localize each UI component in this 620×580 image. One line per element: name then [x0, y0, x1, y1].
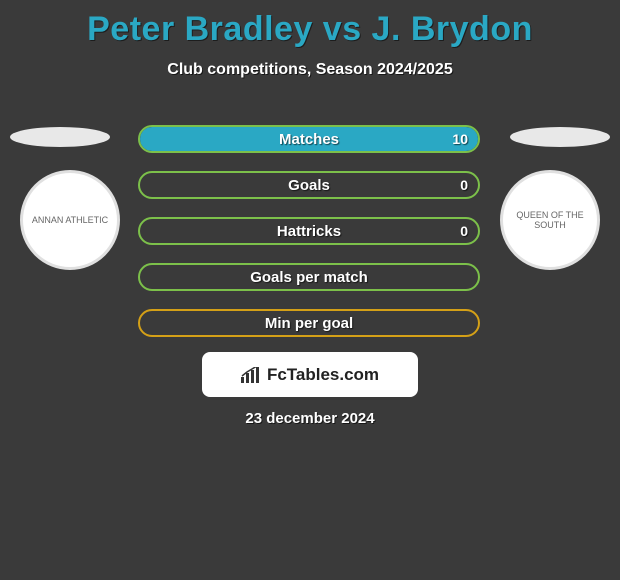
club-badge-left: ANNAN ATHLETIC — [20, 170, 120, 270]
stat-bar-value: 10 — [452, 127, 468, 151]
avatar-left-placeholder — [10, 127, 110, 147]
stat-bar: Matches10 — [138, 125, 480, 153]
stat-bar-label: Min per goal — [140, 311, 478, 335]
stat-bar-label: Hattricks — [140, 219, 478, 243]
stat-bar-value: 0 — [460, 219, 468, 243]
fctables-logo: FcTables.com — [202, 352, 418, 397]
stat-bar-label: Goals per match — [140, 265, 478, 289]
club-left-label: ANNAN ATHLETIC — [23, 173, 117, 267]
stat-bar-label: Matches — [140, 127, 478, 151]
date-text: 23 december 2024 — [0, 410, 620, 427]
stat-bar-label: Goals — [140, 173, 478, 197]
club-right-label: QUEEN OF THE SOUTH — [503, 173, 597, 267]
stats-bars: Matches10Goals0Hattricks0Goals per match… — [138, 125, 480, 355]
page-title: Peter Bradley vs J. Brydon — [0, 0, 620, 49]
chart-icon — [241, 367, 261, 383]
avatar-right-placeholder — [510, 127, 610, 147]
club-badge-right: QUEEN OF THE SOUTH — [500, 170, 600, 270]
stat-bar: Goals0 — [138, 171, 480, 199]
stat-bar-value: 0 — [460, 173, 468, 197]
logo-text: FcTables.com — [267, 365, 379, 385]
stat-bar: Min per goal — [138, 309, 480, 337]
stat-bar: Hattricks0 — [138, 217, 480, 245]
stat-bar: Goals per match — [138, 263, 480, 291]
page-subtitle: Club competitions, Season 2024/2025 — [0, 61, 620, 79]
